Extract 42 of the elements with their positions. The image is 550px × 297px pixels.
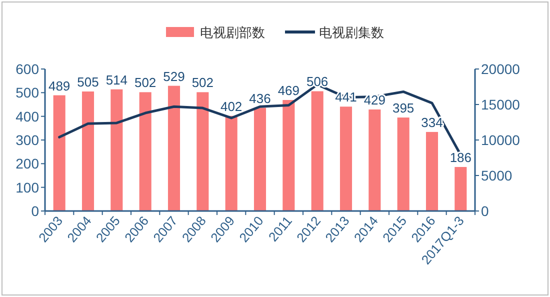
data-label: 334: [421, 114, 443, 130]
data-label: 469: [278, 83, 300, 98]
data-label: 529: [163, 68, 185, 84]
bar: [454, 166, 467, 211]
y-tick-label: 100: [16, 179, 40, 196]
bar: [282, 100, 295, 211]
bar: [168, 86, 180, 211]
y2-tick-label: 0: [481, 203, 489, 219]
y-tick-label: 300: [16, 132, 40, 148]
data-label: 506: [306, 74, 328, 90]
data-label: 489: [48, 78, 70, 94]
y2-tick-label: 10000: [481, 132, 520, 148]
legend-label: 电视剧集数: [319, 25, 384, 40]
bar: [426, 132, 438, 211]
bar: [340, 106, 352, 211]
data-label: 395: [392, 100, 414, 116]
data-label: 502: [192, 75, 214, 90]
bar: [311, 91, 324, 211]
data-label: 436: [249, 90, 271, 106]
legend-label: 电视剧部数: [200, 25, 265, 40]
y-tick-label: 400: [16, 108, 40, 124]
y-tick-label: 0: [31, 203, 40, 219]
y2-tick-label: 20000: [481, 61, 520, 77]
y-tick-label: 500: [16, 84, 40, 101]
data-label: 505: [77, 74, 99, 90]
bar: [82, 91, 94, 211]
bar: [368, 109, 381, 211]
data-label: 502: [134, 75, 156, 90]
bar: [110, 89, 123, 211]
y-tick-label: 200: [16, 156, 40, 172]
bar: [196, 92, 209, 211]
bar: [225, 116, 238, 211]
data-label: 514: [106, 72, 128, 88]
data-label: 402: [220, 98, 242, 114]
data-label: 186: [450, 150, 472, 165]
bar: [53, 95, 66, 211]
bar: [254, 108, 266, 211]
bar: [397, 118, 410, 211]
y2-tick-label: 15000: [481, 96, 520, 112]
y2-tick-label: 5000: [481, 168, 512, 184]
bar: [139, 92, 152, 211]
y-tick-label: 600: [16, 61, 40, 77]
